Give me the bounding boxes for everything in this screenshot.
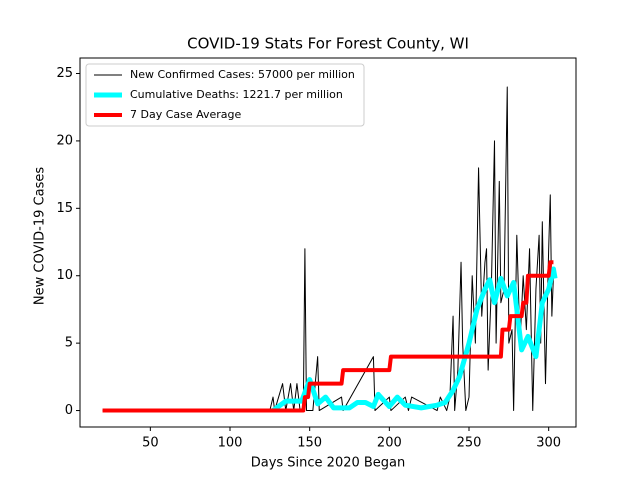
series-line [102, 260, 554, 413]
plot-frame [79, 57, 577, 428]
legend-box [85, 63, 365, 127]
chart-title: COVID-19 Stats For Forest County, WI [187, 35, 469, 53]
x-tick-label: 150 [297, 436, 322, 451]
x-axis-label: Days Since 2020 Began [251, 456, 406, 471]
x-tick-label: 200 [377, 436, 402, 451]
legend-label: New Confirmed Cases: 57000 per million [130, 68, 355, 81]
x-tick-label: 300 [536, 436, 561, 451]
x-tick-label: 50 [142, 436, 159, 451]
series-line [271, 266, 558, 413]
x-tick-label: 100 [218, 436, 243, 451]
x-tick-label: 250 [457, 436, 482, 451]
y-tick-label: 0 [65, 403, 73, 418]
y-tick-label: 20 [56, 133, 73, 148]
legend-label: Cumulative Deaths: 1221.7 per million [130, 88, 343, 101]
y-tick-label: 15 [56, 201, 73, 216]
series-line [102, 86, 554, 412]
legend-label: 7 Day Case Average [130, 108, 242, 121]
y-axis-label: New COVID-19 Cases [33, 167, 48, 305]
y-tick-label: 5 [65, 336, 73, 351]
y-tick-label: 10 [56, 268, 73, 283]
y-tick-label: 25 [56, 66, 73, 81]
